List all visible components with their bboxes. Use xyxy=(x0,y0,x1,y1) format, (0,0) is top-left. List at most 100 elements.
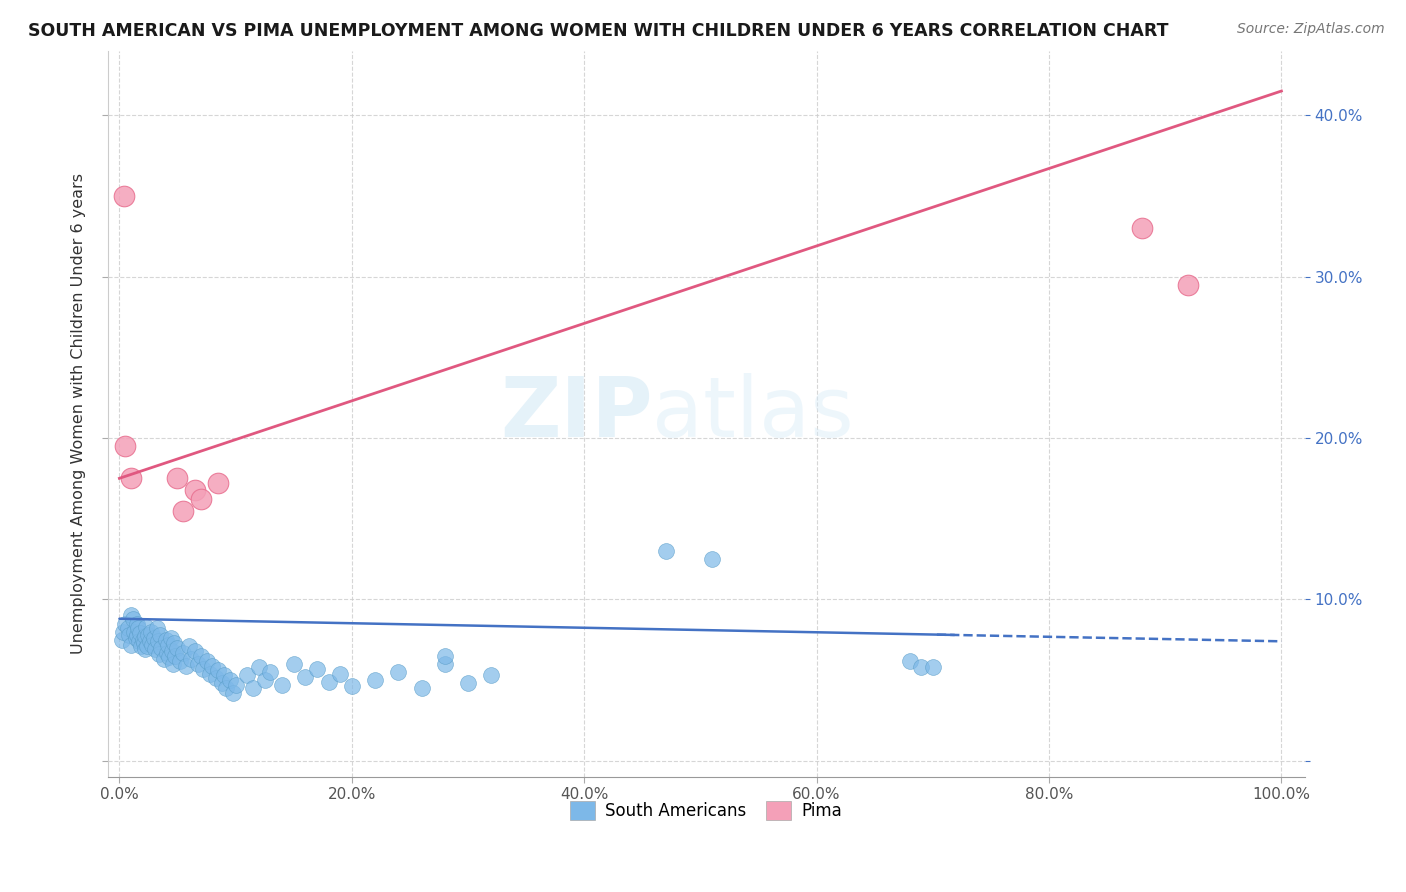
Point xyxy=(898,654,921,668)
Point xyxy=(305,662,328,676)
Point xyxy=(128,634,150,648)
Point xyxy=(190,492,212,507)
Point xyxy=(172,646,194,660)
Point xyxy=(157,650,180,665)
Point xyxy=(141,638,163,652)
Point xyxy=(124,631,146,645)
Point xyxy=(215,681,238,695)
Point xyxy=(433,657,456,671)
Point xyxy=(174,658,197,673)
Point xyxy=(242,681,264,695)
Point xyxy=(179,639,201,653)
Point xyxy=(457,676,479,690)
Point xyxy=(138,628,160,642)
Point xyxy=(136,639,159,653)
Point xyxy=(225,678,247,692)
Point xyxy=(134,642,156,657)
Point xyxy=(271,678,294,692)
Point xyxy=(149,628,172,642)
Point xyxy=(152,652,174,666)
Point xyxy=(138,634,160,648)
Point xyxy=(111,632,134,647)
Point xyxy=(329,666,352,681)
Point xyxy=(131,639,153,653)
Point xyxy=(155,632,177,647)
Text: atlas: atlas xyxy=(652,373,853,454)
Point xyxy=(120,608,142,623)
Point xyxy=(479,668,502,682)
Point xyxy=(166,640,188,655)
Point xyxy=(163,636,186,650)
Point xyxy=(125,628,148,642)
Point xyxy=(165,648,187,663)
Text: ZIP: ZIP xyxy=(501,373,652,454)
Point xyxy=(156,646,179,660)
Point xyxy=(222,686,245,700)
Point xyxy=(124,624,146,639)
Point xyxy=(132,636,155,650)
Point xyxy=(118,628,141,642)
Point xyxy=(120,471,142,485)
Point xyxy=(180,652,202,666)
Point xyxy=(160,644,183,658)
Point xyxy=(253,673,276,687)
Point xyxy=(139,624,162,639)
Point xyxy=(157,638,180,652)
Point xyxy=(236,668,259,682)
Point xyxy=(112,189,135,203)
Point xyxy=(1177,277,1199,292)
Point xyxy=(207,476,229,491)
Point xyxy=(207,664,229,678)
Point xyxy=(201,658,224,673)
Point xyxy=(205,672,228,686)
Point xyxy=(162,657,184,671)
Point xyxy=(117,621,139,635)
Point xyxy=(294,670,316,684)
Point xyxy=(318,674,340,689)
Point xyxy=(145,621,167,635)
Point xyxy=(218,673,240,687)
Point xyxy=(172,503,194,517)
Y-axis label: Unemployment Among Women with Children Under 6 years: Unemployment Among Women with Children U… xyxy=(72,173,86,654)
Point xyxy=(145,642,167,657)
Point xyxy=(127,621,149,635)
Point xyxy=(122,612,145,626)
Point xyxy=(129,626,152,640)
Point xyxy=(910,660,932,674)
Point xyxy=(148,647,170,661)
Legend: South Americans, Pima: South Americans, Pima xyxy=(564,794,849,827)
Point xyxy=(111,624,134,639)
Point xyxy=(135,620,157,634)
Point xyxy=(387,665,409,679)
Point xyxy=(654,544,676,558)
Point xyxy=(364,673,387,687)
Point xyxy=(146,634,169,648)
Point xyxy=(114,616,136,631)
Point xyxy=(191,662,214,676)
Point xyxy=(143,631,166,645)
Point xyxy=(247,660,270,674)
Point xyxy=(433,648,456,663)
Point xyxy=(411,681,433,695)
Point xyxy=(195,654,218,668)
Point xyxy=(184,644,207,658)
Point xyxy=(190,648,212,663)
Point xyxy=(283,657,305,671)
Point xyxy=(1130,221,1153,235)
Point xyxy=(166,471,188,485)
Point xyxy=(120,638,142,652)
Point xyxy=(131,632,153,647)
Point xyxy=(700,552,723,566)
Point xyxy=(921,660,943,674)
Text: Source: ZipAtlas.com: Source: ZipAtlas.com xyxy=(1237,22,1385,37)
Point xyxy=(169,654,191,668)
Point xyxy=(114,439,136,453)
Point xyxy=(150,640,173,655)
Point xyxy=(198,666,221,681)
Point xyxy=(187,657,209,671)
Point xyxy=(211,676,233,690)
Text: SOUTH AMERICAN VS PIMA UNEMPLOYMENT AMONG WOMEN WITH CHILDREN UNDER 6 YEARS CORR: SOUTH AMERICAN VS PIMA UNEMPLOYMENT AMON… xyxy=(28,22,1168,40)
Point xyxy=(259,665,281,679)
Point xyxy=(212,668,235,682)
Point xyxy=(125,616,148,631)
